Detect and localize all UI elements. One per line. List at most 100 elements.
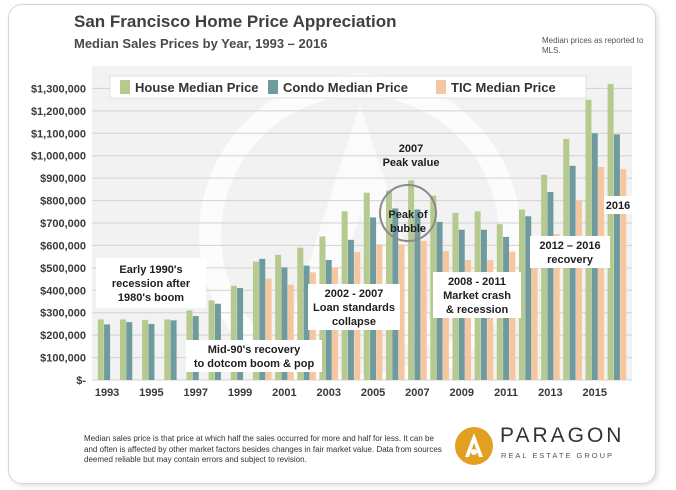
annotation-text: recession after xyxy=(112,278,191,290)
condo-bar xyxy=(547,192,554,380)
annotation-text: 2008 - 2011 xyxy=(448,276,506,288)
tic-bar xyxy=(487,260,494,380)
legend-label: Condo Median Price xyxy=(283,80,408,95)
x-tick-label: 2015 xyxy=(583,387,607,399)
tic-bar xyxy=(265,278,272,380)
x-tick-label: 2005 xyxy=(361,387,385,399)
brand-subtitle: REAL ESTATE GROUP xyxy=(501,451,615,460)
x-tick-label: 2013 xyxy=(538,387,562,399)
y-tick-label: $100,000 xyxy=(40,353,86,365)
annotation-text: Mid-90's recovery xyxy=(208,344,301,356)
house-bar xyxy=(164,319,171,380)
house-bar xyxy=(119,319,126,380)
y-tick-label: $200,000 xyxy=(40,330,86,342)
annotation-box xyxy=(530,236,610,268)
annotation-box xyxy=(433,272,521,318)
condo-bar xyxy=(281,267,288,380)
y-tick-label: $1,100,000 xyxy=(31,128,86,140)
legend-box xyxy=(109,75,587,99)
y-tick-label: $1,000,000 xyxy=(31,151,86,163)
annotation-box xyxy=(96,258,206,308)
x-tick-label: 2009 xyxy=(450,387,474,399)
chart-subtitle: Median Sales Prices by Year, 1993 – 2016 xyxy=(74,36,328,51)
legend-label: House Median Price xyxy=(135,80,259,95)
x-tick-label: 2003 xyxy=(317,387,341,399)
annotation-box xyxy=(308,284,400,330)
x-tick-label: 1997 xyxy=(184,387,208,399)
annotation-box xyxy=(604,196,632,214)
annotation-text: recovery xyxy=(547,254,594,266)
house-bar xyxy=(408,180,415,380)
annotation-text: 2007 xyxy=(399,143,423,155)
condo-bar xyxy=(237,288,244,380)
annotation-text: 1980's boom xyxy=(118,292,184,304)
x-tick-label: 1993 xyxy=(95,387,119,399)
house-bar xyxy=(142,319,149,380)
annotation-text: Peak value xyxy=(383,157,440,169)
tic-bar xyxy=(553,234,560,380)
house-bar xyxy=(518,209,525,380)
tic-bar xyxy=(398,244,405,380)
brand-name: PARAGON xyxy=(500,424,625,447)
condo-bar xyxy=(259,258,266,380)
x-tick-label: 1999 xyxy=(228,387,252,399)
peak-circle xyxy=(379,184,437,242)
annotation-text: Market crash xyxy=(443,290,511,302)
condo-bar xyxy=(613,134,620,380)
x-tick-label: 1995 xyxy=(139,387,163,399)
annotation-text: bubble xyxy=(390,223,426,235)
x-tick-label: 2001 xyxy=(272,387,296,399)
source-note: Median prices as reported to MLS. xyxy=(542,36,644,55)
annotation-text: Loan standards xyxy=(313,302,395,314)
condo-bar xyxy=(148,323,155,380)
house-bar xyxy=(297,247,304,380)
condo-bar xyxy=(303,265,310,380)
annotation-text: 2016 xyxy=(606,200,630,212)
condo-bar xyxy=(170,320,177,380)
annotation-text: collapse xyxy=(332,316,376,328)
condo-bar xyxy=(525,216,532,380)
tic-bar xyxy=(465,260,472,380)
y-tick-label: $400,000 xyxy=(40,285,86,297)
disclaimer-text: Median sales price is that price at whic… xyxy=(84,434,442,464)
y-tick-label: $800,000 xyxy=(40,196,86,208)
tic-bar xyxy=(531,244,538,380)
annotation-text: & recession xyxy=(446,304,509,316)
y-tick-label: $1,300,000 xyxy=(31,83,86,95)
x-tick-label: 2011 xyxy=(494,387,518,399)
annotation-text: Early 1990's xyxy=(119,264,182,276)
brand-logo: PARAGON REAL ESTATE GROUP xyxy=(452,424,622,468)
condo-bar xyxy=(414,209,421,380)
annotation-text: 2002 - 2007 xyxy=(325,288,384,300)
house-bar xyxy=(97,319,104,380)
annotation-box xyxy=(186,340,322,372)
legend-swatch xyxy=(120,80,130,94)
annotation-text: to dotcom boom & pop xyxy=(194,358,315,370)
condo-bar xyxy=(104,324,111,380)
y-tick-label: $900,000 xyxy=(40,173,86,185)
house-bar xyxy=(607,83,614,380)
y-tick-label: $600,000 xyxy=(40,240,86,252)
chart-title: San Francisco Home Price Appreciation xyxy=(74,12,397,31)
tic-bar xyxy=(287,284,294,380)
y-tick-label: $500,000 xyxy=(40,263,86,275)
annotation-text: 2012 – 2016 xyxy=(539,240,600,252)
tic-bar xyxy=(420,240,427,380)
y-tick-label: $300,000 xyxy=(40,308,86,320)
legend-swatch xyxy=(268,80,278,94)
condo-bar xyxy=(126,322,133,380)
tic-bar xyxy=(598,166,605,380)
condo-bar xyxy=(569,165,576,380)
house-bar xyxy=(230,285,237,380)
annotation-text: Peak of xyxy=(388,209,427,221)
legend-swatch xyxy=(436,80,446,94)
house-bar xyxy=(541,174,548,380)
house-bar xyxy=(252,261,259,380)
y-tick-label: $- xyxy=(76,375,86,387)
paragon-logo-icon xyxy=(455,427,493,465)
y-tick-label: $700,000 xyxy=(40,218,86,230)
x-tick-label: 2007 xyxy=(405,387,429,399)
tic-bar xyxy=(575,200,582,380)
tic-bar xyxy=(620,169,627,380)
